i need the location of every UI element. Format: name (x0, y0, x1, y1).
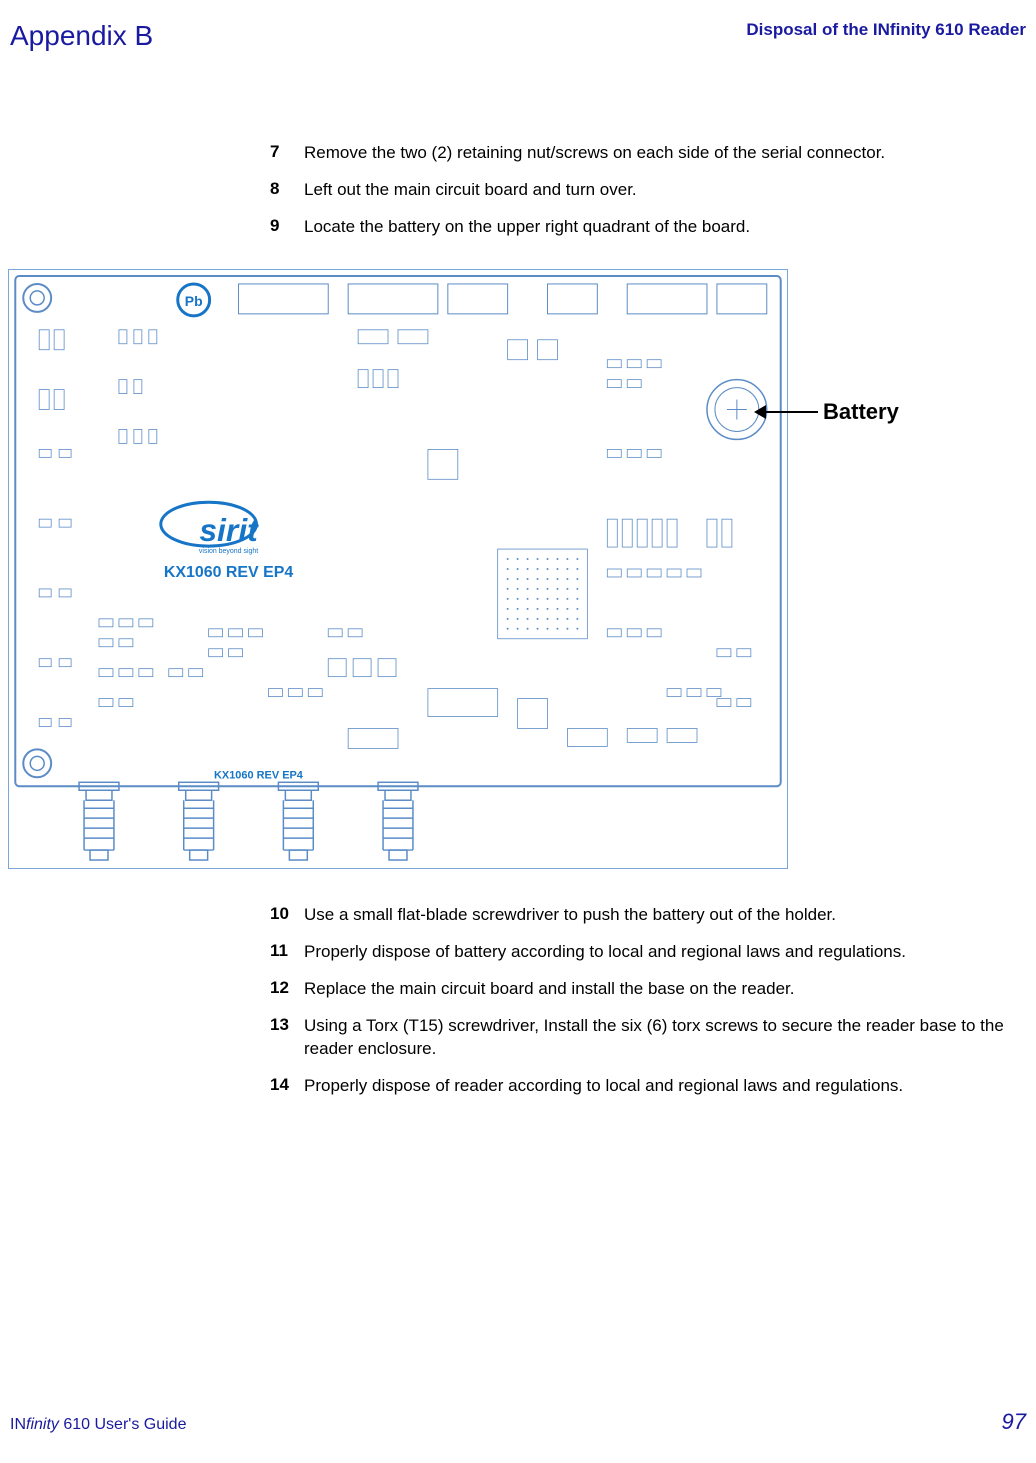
step-item: 13 Using a Torx (T15) screwdriver, Insta… (270, 1015, 1026, 1061)
step-item: 7 Remove the two (2) retaining nut/screw… (270, 142, 1026, 165)
step-number: 7 (270, 142, 304, 162)
footer-page-number: 97 (1002, 1409, 1026, 1435)
step-item: 11 Properly dispose of battery according… (270, 941, 1026, 964)
step-number: 12 (270, 978, 304, 998)
step-number: 8 (270, 179, 304, 199)
step-item: 14 Properly dispose of reader according … (270, 1075, 1026, 1098)
appendix-heading: Appendix B (10, 20, 153, 52)
page-footer: INfinity 610 User's Guide 97 (10, 1409, 1026, 1435)
footer-guide-title: INfinity 610 User's Guide (10, 1416, 186, 1434)
logo-tagline: vision beyond sight (199, 548, 258, 555)
step-item: 9 Locate the battery on the upper right … (270, 216, 1026, 239)
rev-main-text: KX1060 REV EP4 (164, 564, 293, 581)
logo-text: sirit (199, 512, 259, 548)
step-text: Left out the main circuit board and turn… (304, 179, 637, 202)
circuit-board-svg: Pb sirit vision beyond sight KX1060 REV … (8, 269, 788, 869)
step-text: Using a Torx (T15) screwdriver, Install … (304, 1015, 1026, 1061)
disposal-heading: Disposal of the INfinity 610 Reader (746, 20, 1026, 40)
step-item: 12 Replace the main circuit board and in… (270, 978, 1026, 1001)
steps-top-list: 7 Remove the two (2) retaining nut/screw… (270, 142, 1026, 239)
step-number: 11 (270, 941, 304, 961)
step-text: Properly dispose of reader according to … (304, 1075, 903, 1098)
battery-arrow-head (754, 405, 766, 419)
step-item: 10 Use a small flat-blade screwdriver to… (270, 904, 1026, 927)
step-number: 9 (270, 216, 304, 236)
circuit-board-figure: Pb sirit vision beyond sight KX1060 REV … (8, 269, 1028, 874)
steps-bottom-list: 10 Use a small flat-blade screwdriver to… (270, 904, 1026, 1098)
step-number: 13 (270, 1015, 304, 1035)
battery-arrow-line (763, 411, 818, 413)
step-text: Locate the battery on the upper right qu… (304, 216, 750, 239)
page-header: Appendix B Disposal of the INfinity 610 … (0, 0, 1036, 52)
step-item: 8 Left out the main circuit board and tu… (270, 179, 1026, 202)
step-number: 14 (270, 1075, 304, 1095)
step-text: Remove the two (2) retaining nut/screws … (304, 142, 885, 165)
rev-small-text: KX1060 REV EP4 (214, 769, 304, 781)
step-text: Replace the main circuit board and insta… (304, 978, 794, 1001)
step-text: Use a small flat-blade screwdriver to pu… (304, 904, 836, 927)
step-number: 10 (270, 904, 304, 924)
battery-label: Battery (823, 399, 899, 425)
step-text: Properly dispose of battery according to… (304, 941, 906, 964)
pb-symbol-text: Pb (185, 293, 203, 309)
